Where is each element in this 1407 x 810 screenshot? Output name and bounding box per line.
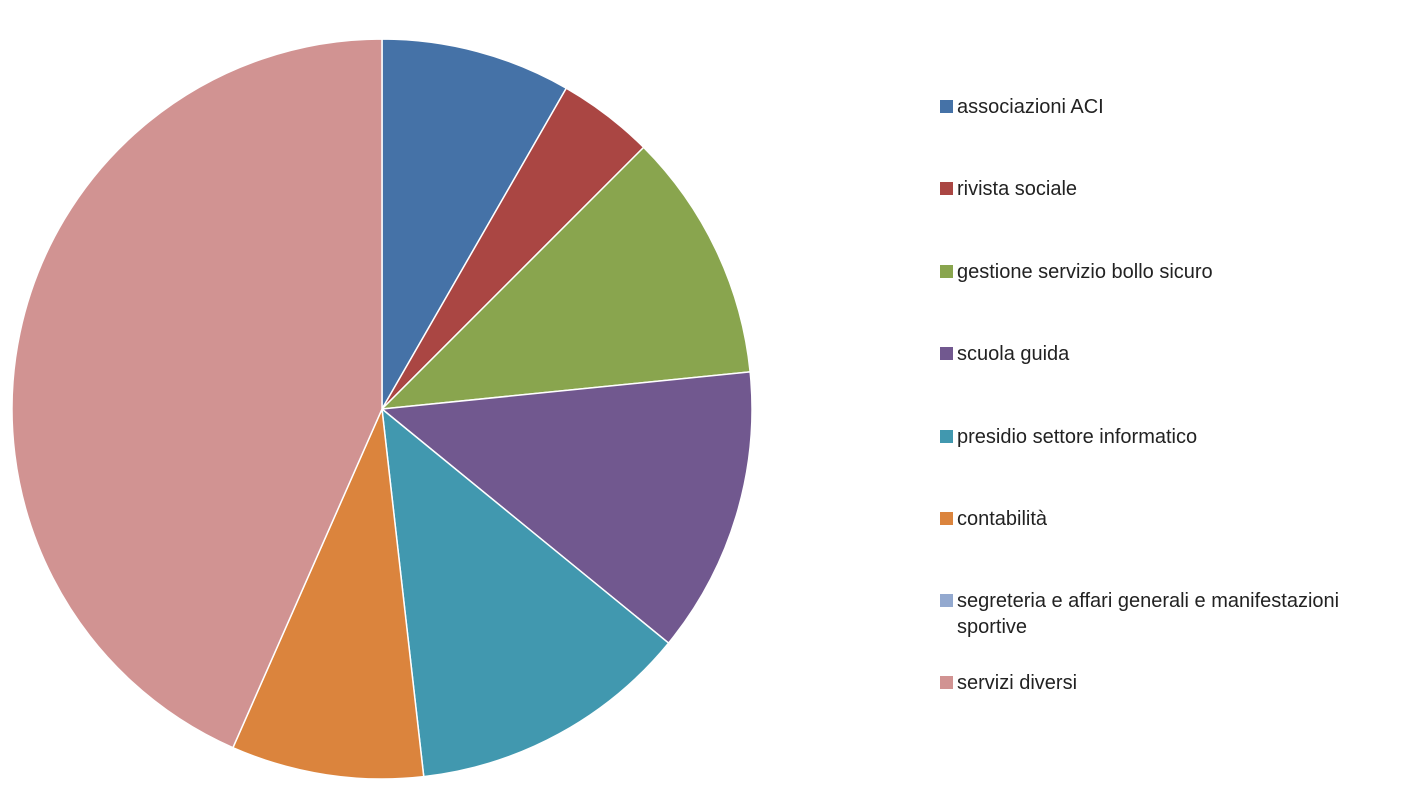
legend-swatch — [940, 182, 953, 195]
legend-item-1: rivista sociale — [940, 176, 1400, 202]
legend-item-0: associazioni ACI — [940, 94, 1400, 120]
legend-swatch — [940, 265, 953, 278]
legend-label: servizi diversi — [957, 672, 1078, 694]
legend-label: rivista sociale — [957, 178, 1078, 200]
legend-label: gestione servizio bollo sicuro — [957, 261, 1213, 283]
legend-swatch — [940, 676, 953, 689]
legend-swatch — [940, 512, 953, 525]
legend-item-4: presidio settore informatico — [940, 424, 1400, 450]
pie-slice-7 — [11, 38, 383, 749]
legend-item-3: scuola guida — [940, 341, 1400, 367]
legend-swatch — [940, 430, 953, 443]
legend-item-7: servizi diversi — [940, 670, 1400, 696]
legend-label: scuola guida — [957, 343, 1070, 365]
chart-legend: associazioni ACI rivista sociale gestione … — [940, 0, 1400, 810]
pie-plot — [11, 38, 753, 780]
legend-label: associazioni ACI — [957, 96, 1104, 118]
pie-slice-5 — [232, 408, 425, 780]
pie-slice-0 — [381, 38, 568, 410]
pie-slice-3 — [381, 371, 753, 644]
legend-swatch — [940, 594, 953, 607]
legend-swatch — [940, 100, 953, 113]
pie-slice-2 — [381, 146, 751, 410]
legend-item-5: contabilità — [940, 506, 1400, 532]
legend-item-2: gestione servizio bollo sicuro — [940, 259, 1400, 285]
legend-item-6: segreteria e affari generali e manifesta… — [940, 588, 1400, 640]
legend-label: presidio settore informatico — [957, 426, 1198, 448]
legend-swatch — [940, 347, 953, 360]
legend-label: segreteria e affari generali e manifesta… — [957, 590, 1340, 638]
pie-slice-4 — [381, 408, 670, 778]
legend-label: contabilità — [957, 508, 1048, 530]
